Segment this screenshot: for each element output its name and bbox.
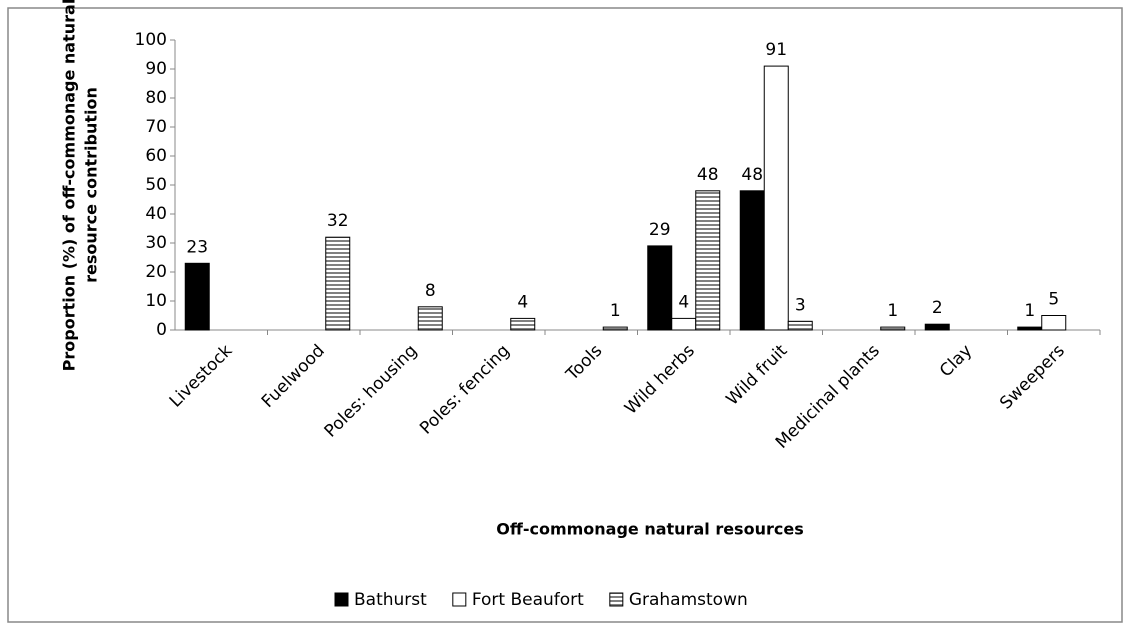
data-label: 48 [697,165,719,185]
x-axis-label: Off-commonage natural resources [496,520,803,539]
bar [325,236,351,331]
bar [417,306,443,331]
legend-swatch [334,592,349,607]
y-axis-label: resource contribution [82,87,101,283]
y-tick-label: 90 [145,59,167,79]
bar [787,320,813,331]
y-axis-label: Proportion (%) of off-commonage natural [60,0,79,371]
legend-label: Fort Beaufort [472,590,584,610]
y-tick-label: 60 [145,146,167,166]
data-label: 3 [795,295,806,315]
bar [184,262,210,331]
y-tick-label: 30 [145,233,167,253]
data-label: 91 [765,40,787,60]
data-label: 2 [932,298,943,318]
data-label: 5 [1048,290,1059,310]
bar [739,190,765,331]
bar [1017,326,1043,331]
data-label: 1 [610,301,621,321]
data-label: 1 [887,301,898,321]
bar [763,65,789,331]
legend-swatch [609,592,624,607]
bar [510,317,536,331]
bar [1041,315,1067,331]
data-label: 4 [678,292,689,312]
bar [924,323,950,331]
bar [695,190,721,331]
bar [880,326,906,331]
bar [671,317,697,331]
y-tick-label: 50 [145,175,167,195]
legend-swatch [452,592,467,607]
y-tick-label: 100 [135,30,167,50]
bar [602,326,628,331]
data-label: 4 [517,292,528,312]
y-tick-label: 10 [145,291,167,311]
data-label: 32 [327,211,349,231]
bar [647,245,673,331]
y-tick-label: 40 [145,204,167,224]
data-label: 29 [649,220,671,240]
y-tick-label: 0 [156,320,167,340]
y-tick-label: 20 [145,262,167,282]
legend-label: Grahamstown [629,590,748,610]
data-label: 1 [1024,301,1035,321]
y-tick-label: 70 [145,117,167,137]
data-label: 48 [741,165,763,185]
legend-label: Bathurst [354,590,427,610]
y-tick-label: 80 [145,88,167,108]
data-label: 8 [425,281,436,301]
data-label: 23 [186,237,208,257]
